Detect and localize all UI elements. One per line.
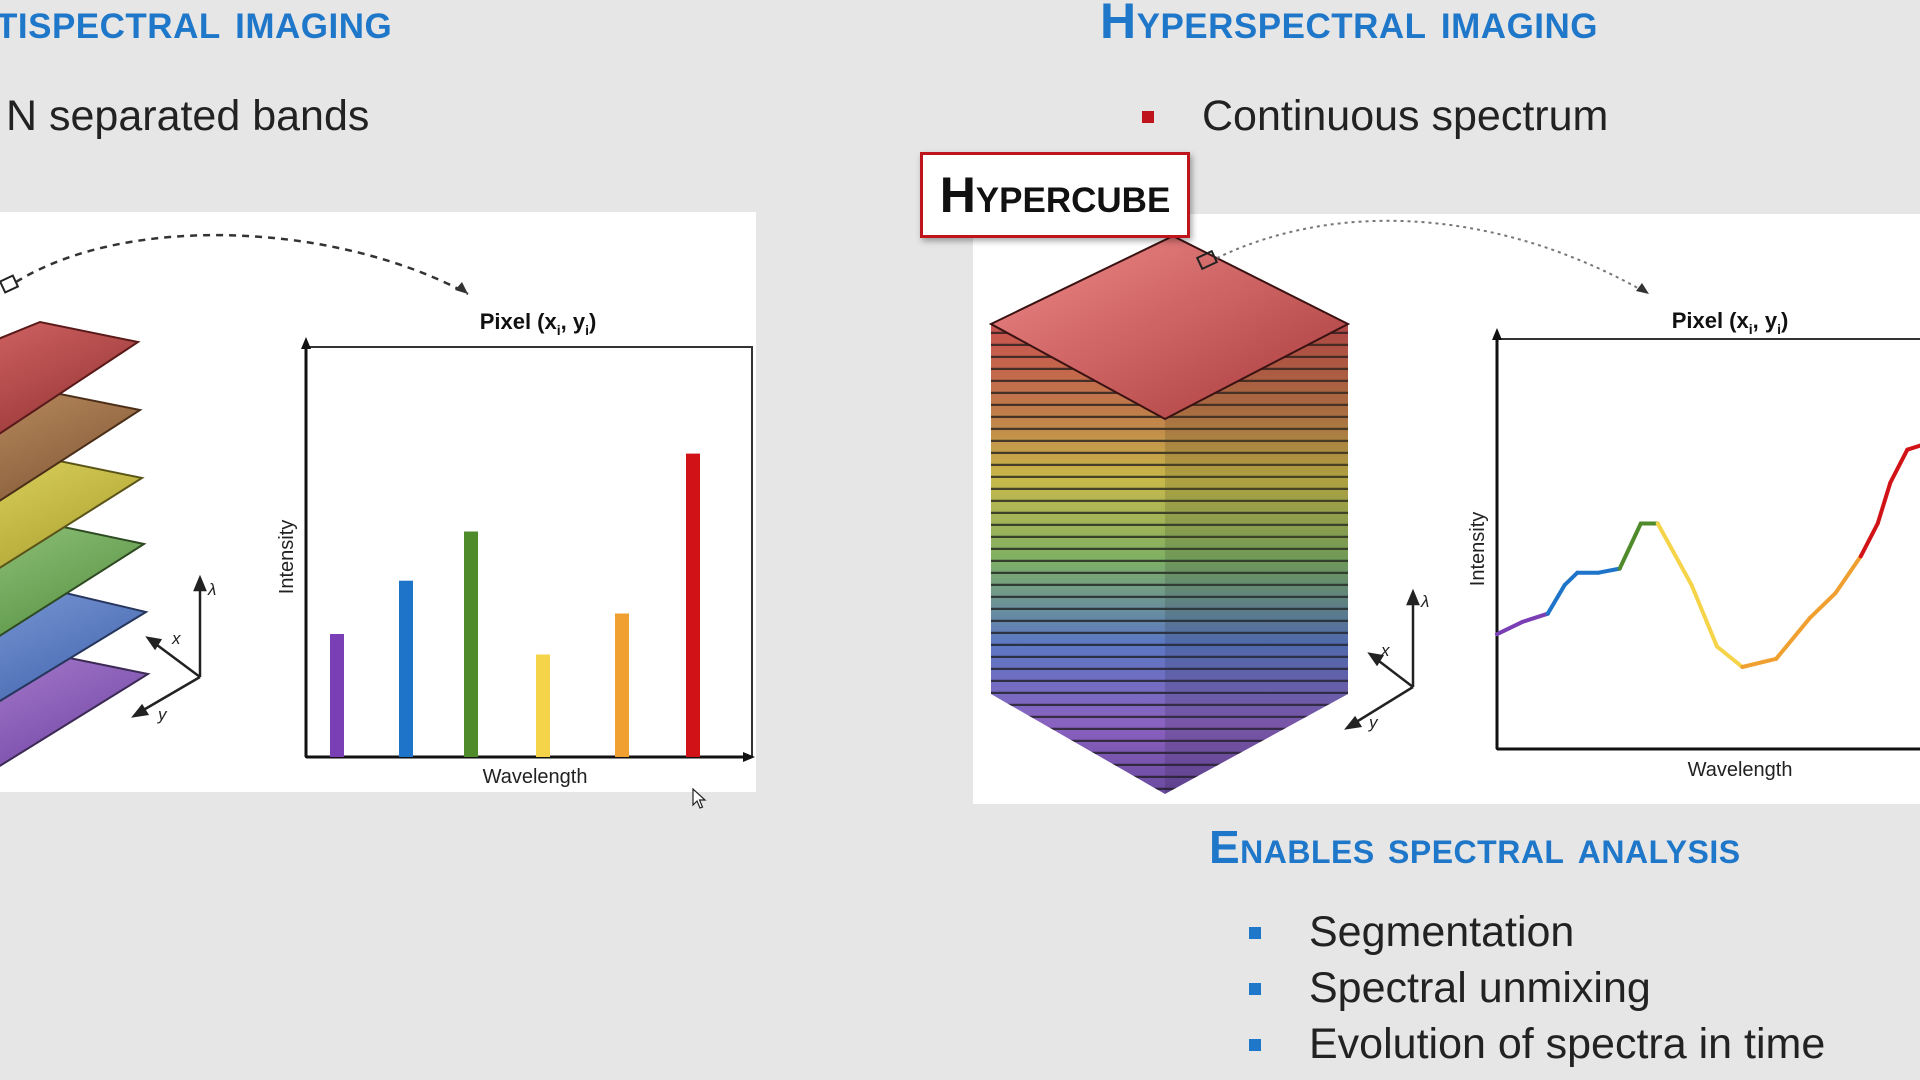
bar-orange [615, 613, 629, 757]
bar-chart-frame [305, 346, 753, 758]
bullet-square-blue-icon [1249, 982, 1261, 995]
bar-chart-bars [330, 453, 700, 757]
band-layer-red [0, 320, 141, 435]
axis-lambda-label: λ [207, 580, 216, 599]
spectrum-segment [1833, 554, 1863, 596]
line-chart-title: Pixel (xi, yi) [1672, 308, 1789, 337]
hyperspectral-heading: Hyperspectral imaging [1100, 0, 1599, 49]
analysis-item-label: Spectral unmixing [1309, 964, 1651, 1012]
axis-x-label: x [171, 629, 181, 648]
dashed-arrow-head [455, 282, 468, 294]
axis-x-label: x [1380, 641, 1390, 660]
bar-chart-y-arrow [301, 337, 311, 349]
bar-chart-title: Pixel (xi, yi) [480, 309, 597, 338]
spectrum-segment [1875, 480, 1893, 526]
bar-chart-x-arrow [743, 752, 755, 762]
bar-red [686, 453, 700, 757]
hypercube-left-layers [991, 324, 1165, 794]
spectrum-segment [1905, 443, 1920, 452]
band-layers [0, 320, 151, 767]
axis-y-label: y [157, 705, 168, 724]
bullet-square-blue-icon [1249, 926, 1261, 939]
dotted-arrow-head [1636, 283, 1649, 294]
hyperspectral-figure: λ x y Pixel (xi, yi) Wavelength Intensit… [988, 219, 1920, 794]
line-chart-y-arrow [1492, 328, 1502, 340]
bullet-square-red-icon [1142, 110, 1154, 123]
analysis-item: Segmentation [1249, 908, 1574, 957]
hypercube-right-layers [1165, 324, 1348, 794]
bar-chart: Pixel (xi, yi) Wavelength Intensity [276, 309, 755, 788]
multispectral-panel: λ x y Pixel (xi, yi) Wavelength Intensit… [0, 212, 756, 792]
bar-chart-ylabel: Intensity [276, 520, 298, 594]
spectrum-segment [1858, 521, 1880, 559]
hypercube-top-face [988, 234, 1351, 421]
spatial-axes [131, 574, 207, 718]
spectrum-segment [1495, 619, 1525, 637]
band-layer-blue [0, 585, 149, 703]
analysis-item-label: Segmentation [1309, 908, 1575, 956]
multispectral-heading: tispectral imaging [0, 0, 393, 49]
spectrum-segment [1808, 591, 1838, 620]
bar-violet [330, 634, 344, 757]
analysis-item: Evolution of spectra in time [1249, 1020, 1825, 1069]
analysis-heading: Enables spectral analysis [1209, 821, 1741, 873]
spectrum-segment [1617, 521, 1643, 571]
bullet-label: N separated bands [6, 92, 370, 140]
pixel-dashed-arrow [15, 233, 469, 296]
bar-blue [399, 580, 413, 757]
pixel-dotted-arrow [1216, 219, 1646, 293]
bullet-continuous-spectrum: Continuous spectrum [1142, 92, 1608, 141]
bar-chart-xlabel: Wavelength [483, 766, 588, 788]
spectrum-segment [1714, 644, 1745, 669]
band-layer-green [0, 520, 147, 637]
spectrum-segment [1888, 447, 1910, 485]
spatial-axes [1344, 588, 1420, 730]
axis-y-label: y [1368, 713, 1379, 732]
axis-lambda-label: λ [1420, 592, 1429, 611]
line-chart-ylabel: Intensity [1467, 512, 1489, 586]
spectrum-segment [1520, 611, 1550, 624]
band-layer-brown [0, 388, 143, 502]
pixel-marker [0, 274, 20, 294]
hyperspectral-panel: λ x y Pixel (xi, yi) Wavelength Intensit… [973, 214, 1920, 804]
analysis-item-label: Evolution of spectra in time [1309, 1020, 1826, 1068]
spectrum-segment [1596, 566, 1622, 575]
band-layer-violet [0, 650, 151, 767]
spectrum-segment [1562, 570, 1580, 587]
bullet-square-blue-icon [1249, 1038, 1261, 1051]
hypercube-right-shade [1165, 324, 1348, 794]
bar-yellow [536, 654, 550, 757]
hypercube-label: Hypercube [920, 152, 1190, 238]
line-chart-frame [1496, 338, 1920, 750]
band-layer-yellow [0, 455, 145, 569]
spectrum-segment [1655, 521, 1694, 587]
spectrum-segment [1774, 615, 1813, 661]
multispectral-figure: λ x y Pixel (xi, yi) Wavelength Intensit… [0, 233, 755, 788]
analysis-item: Spectral unmixing [1249, 964, 1651, 1013]
mouse-cursor-icon [692, 788, 707, 809]
line-chart-curve [1495, 443, 1920, 669]
pixel-marker [1195, 249, 1219, 271]
bullet-label: Continuous spectrum [1202, 92, 1609, 140]
bullet-separated-bands: N separated bands [6, 92, 369, 141]
spectrum-segment [1689, 583, 1719, 649]
line-chart: Pixel (xi, yi) Wavelength Intensity [1467, 308, 1920, 781]
spectrum-segment [1740, 656, 1779, 669]
hypercube [988, 234, 1351, 794]
line-chart-xlabel: Wavelength [1688, 759, 1793, 781]
spectrum-segment [1545, 583, 1567, 616]
bar-green [464, 531, 478, 757]
